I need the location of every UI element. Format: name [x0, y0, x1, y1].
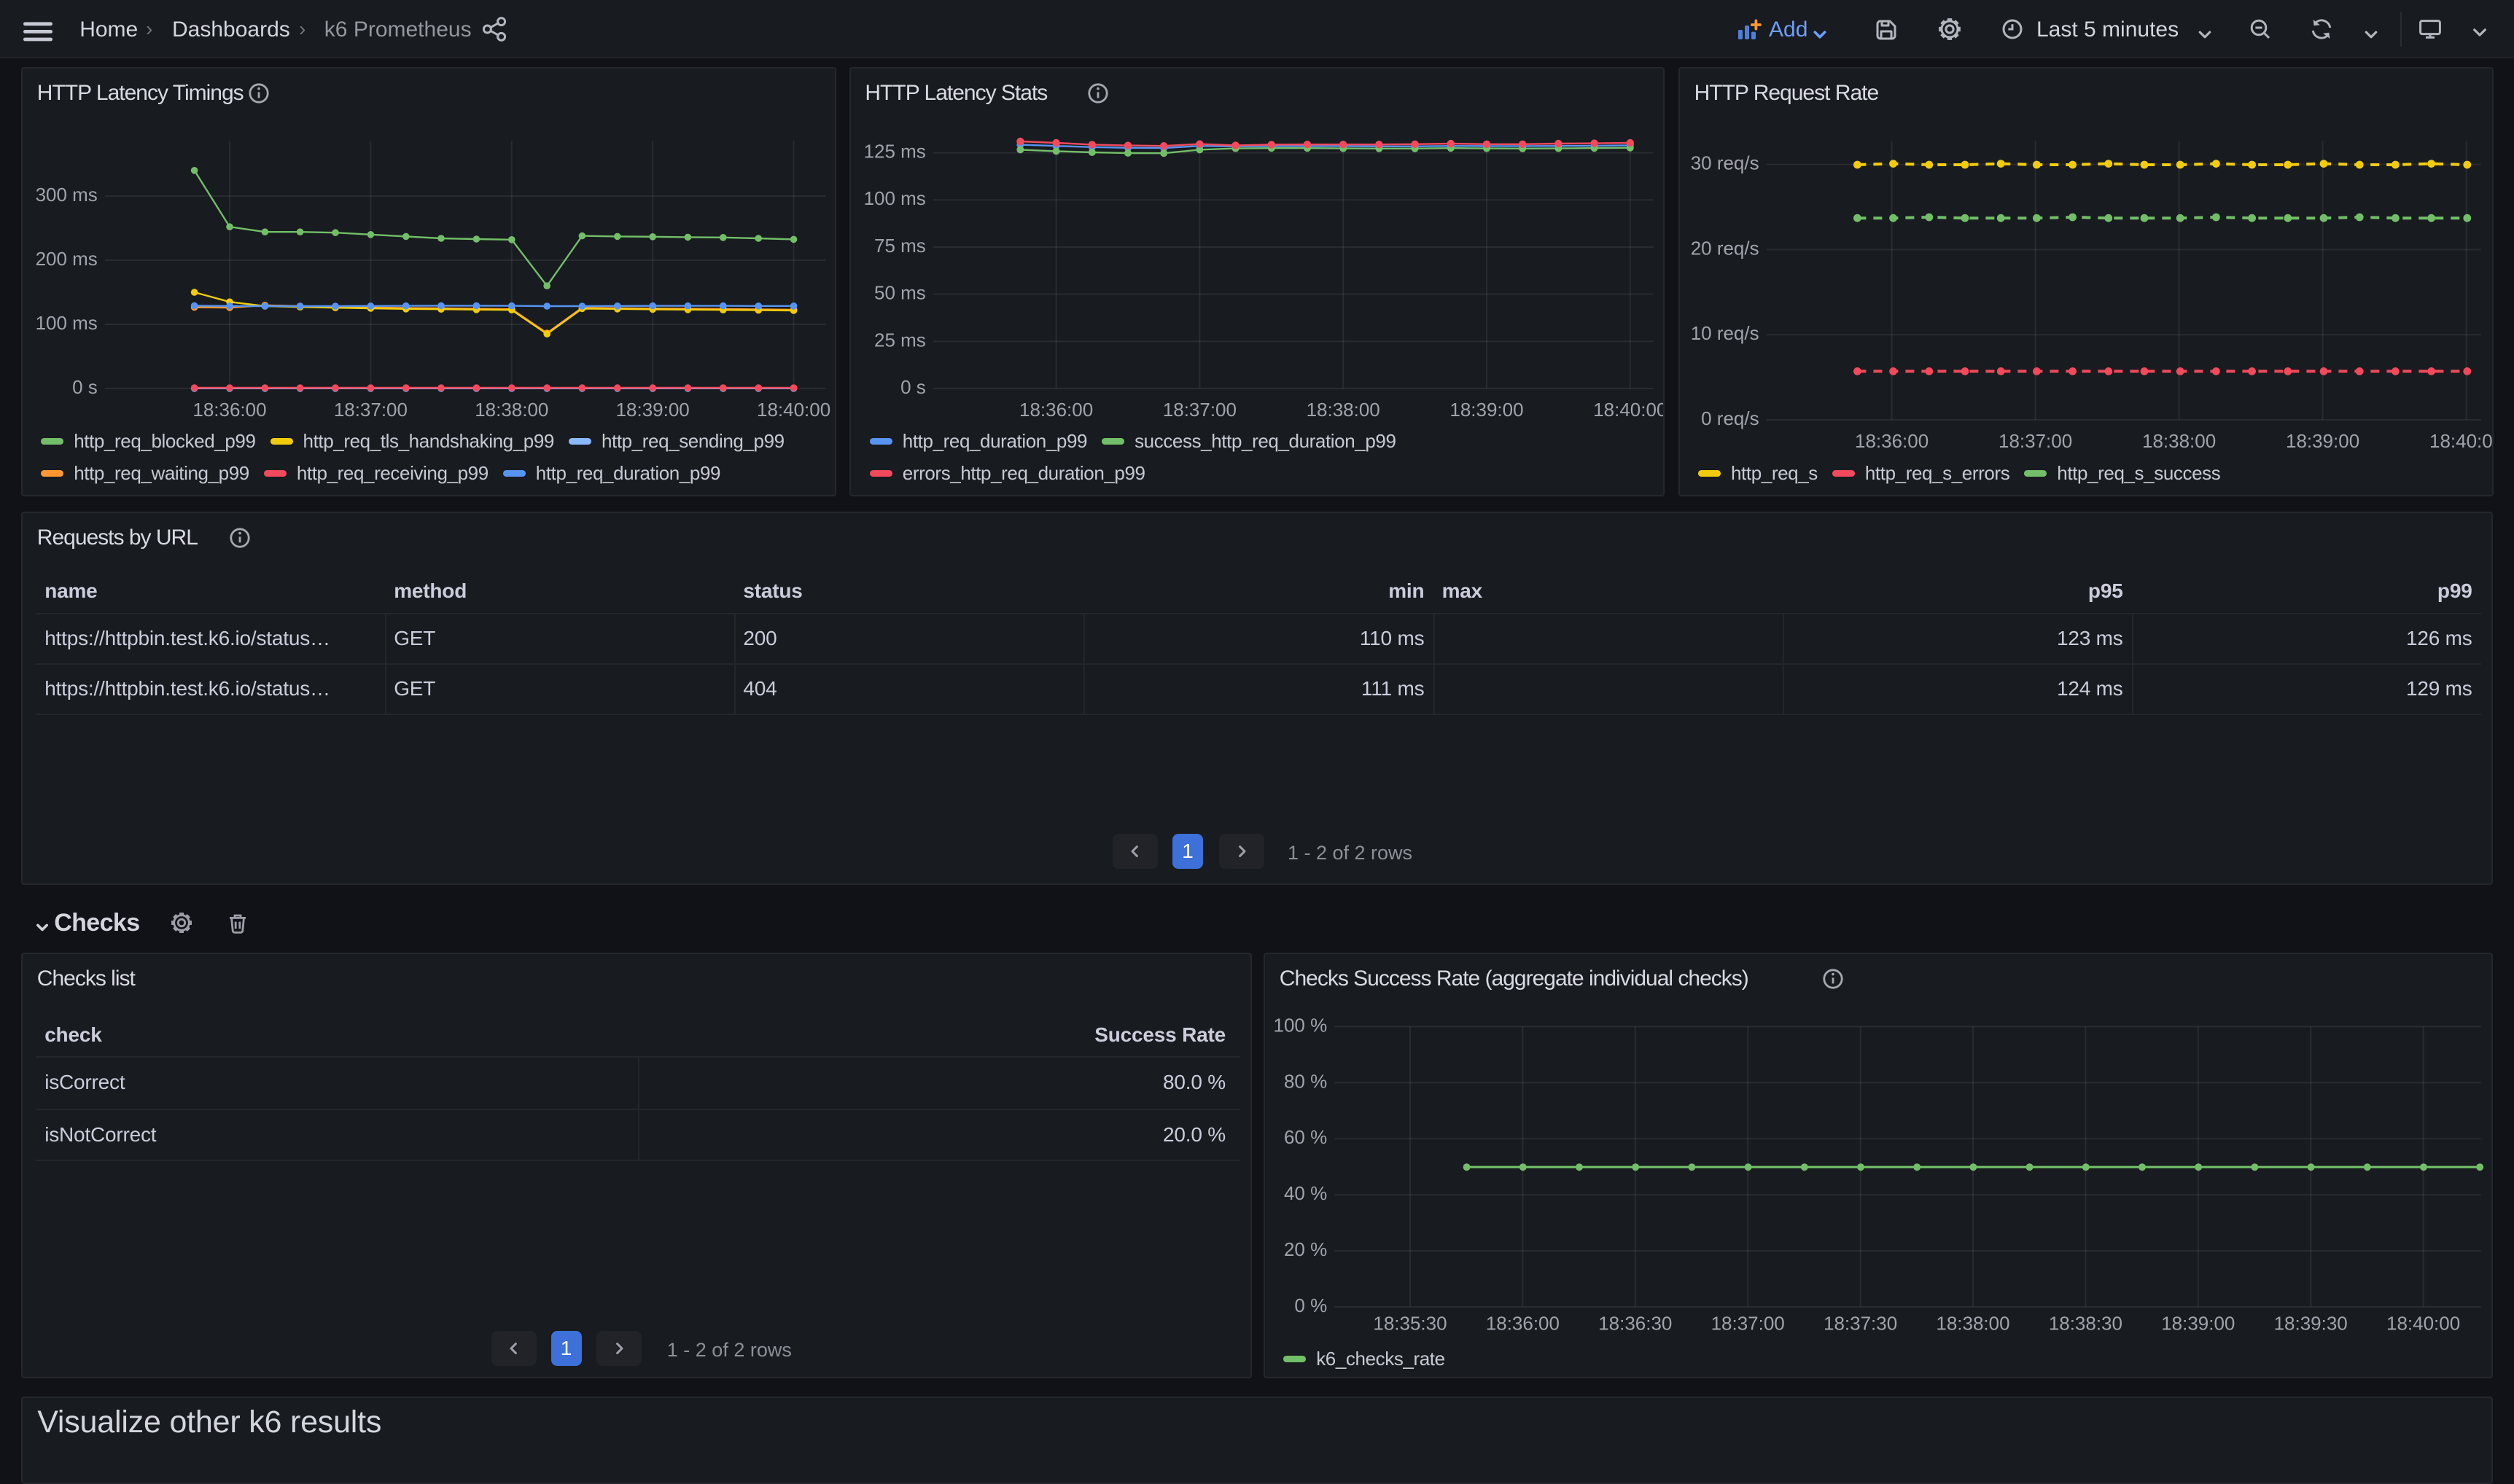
svg-text:20 req/s: 20 req/s [1691, 237, 1759, 259]
svg-text:100 ms: 100 ms [36, 312, 98, 334]
svg-text:80 %: 80 % [1284, 1070, 1327, 1092]
svg-text:60 %: 60 % [1284, 1126, 1327, 1148]
svg-text:18:40:00: 18:40:00 [2429, 430, 2494, 452]
svg-text:50 ms: 50 ms [874, 281, 926, 303]
svg-text:0 %: 0 % [1295, 1294, 1328, 1316]
svg-text:18:37:00: 18:37:00 [1711, 1312, 1785, 1334]
svg-text:18:38:00: 18:38:00 [1937, 1312, 2010, 1334]
svg-text:18:36:00: 18:36:00 [193, 399, 267, 421]
svg-text:18:39:00: 18:39:00 [2161, 1312, 2235, 1334]
svg-text:18:40:00: 18:40:00 [757, 399, 830, 421]
svg-text:18:36:30: 18:36:30 [1598, 1312, 1672, 1334]
svg-text:18:37:00: 18:37:00 [1999, 430, 2072, 452]
svg-text:100 %: 100 % [1274, 1014, 1328, 1036]
svg-text:0 s: 0 s [900, 376, 926, 398]
svg-text:18:39:00: 18:39:00 [2286, 430, 2359, 452]
svg-text:18:38:00: 18:38:00 [475, 399, 548, 421]
svg-text:200 ms: 200 ms [36, 248, 98, 270]
svg-text:30 req/s: 30 req/s [1691, 152, 1759, 173]
svg-text:10 req/s: 10 req/s [1691, 322, 1759, 344]
svg-text:18:36:00: 18:36:00 [1486, 1312, 1560, 1334]
svg-text:18:40:00: 18:40:00 [1593, 399, 1665, 421]
svg-text:18:37:30: 18:37:30 [1824, 1312, 1897, 1334]
svg-text:18:40:00: 18:40:00 [2386, 1312, 2460, 1334]
svg-text:75 ms: 75 ms [874, 235, 926, 257]
svg-text:100 ms: 100 ms [863, 187, 925, 209]
svg-text:18:36:00: 18:36:00 [1855, 430, 1929, 452]
svg-text:18:39:00: 18:39:00 [616, 399, 690, 421]
svg-text:18:39:30: 18:39:30 [2274, 1312, 2348, 1334]
svg-text:18:36:00: 18:36:00 [1019, 399, 1093, 421]
svg-text:18:37:00: 18:37:00 [334, 399, 408, 421]
svg-text:125 ms: 125 ms [863, 140, 925, 162]
svg-text:18:37:00: 18:37:00 [1163, 399, 1237, 421]
svg-text:18:39:00: 18:39:00 [1449, 399, 1523, 421]
svg-text:25 ms: 25 ms [874, 329, 926, 351]
svg-text:0 s: 0 s [72, 376, 98, 398]
svg-text:300 ms: 300 ms [36, 184, 98, 206]
svg-text:18:38:00: 18:38:00 [1306, 399, 1379, 421]
svg-text:0 req/s: 0 req/s [1701, 407, 1759, 429]
svg-text:20 %: 20 % [1284, 1238, 1327, 1260]
svg-text:40 %: 40 % [1284, 1182, 1327, 1204]
svg-text:18:38:30: 18:38:30 [2049, 1312, 2122, 1334]
svg-text:18:38:00: 18:38:00 [2142, 430, 2216, 452]
svg-text:18:35:30: 18:35:30 [1374, 1312, 1447, 1334]
